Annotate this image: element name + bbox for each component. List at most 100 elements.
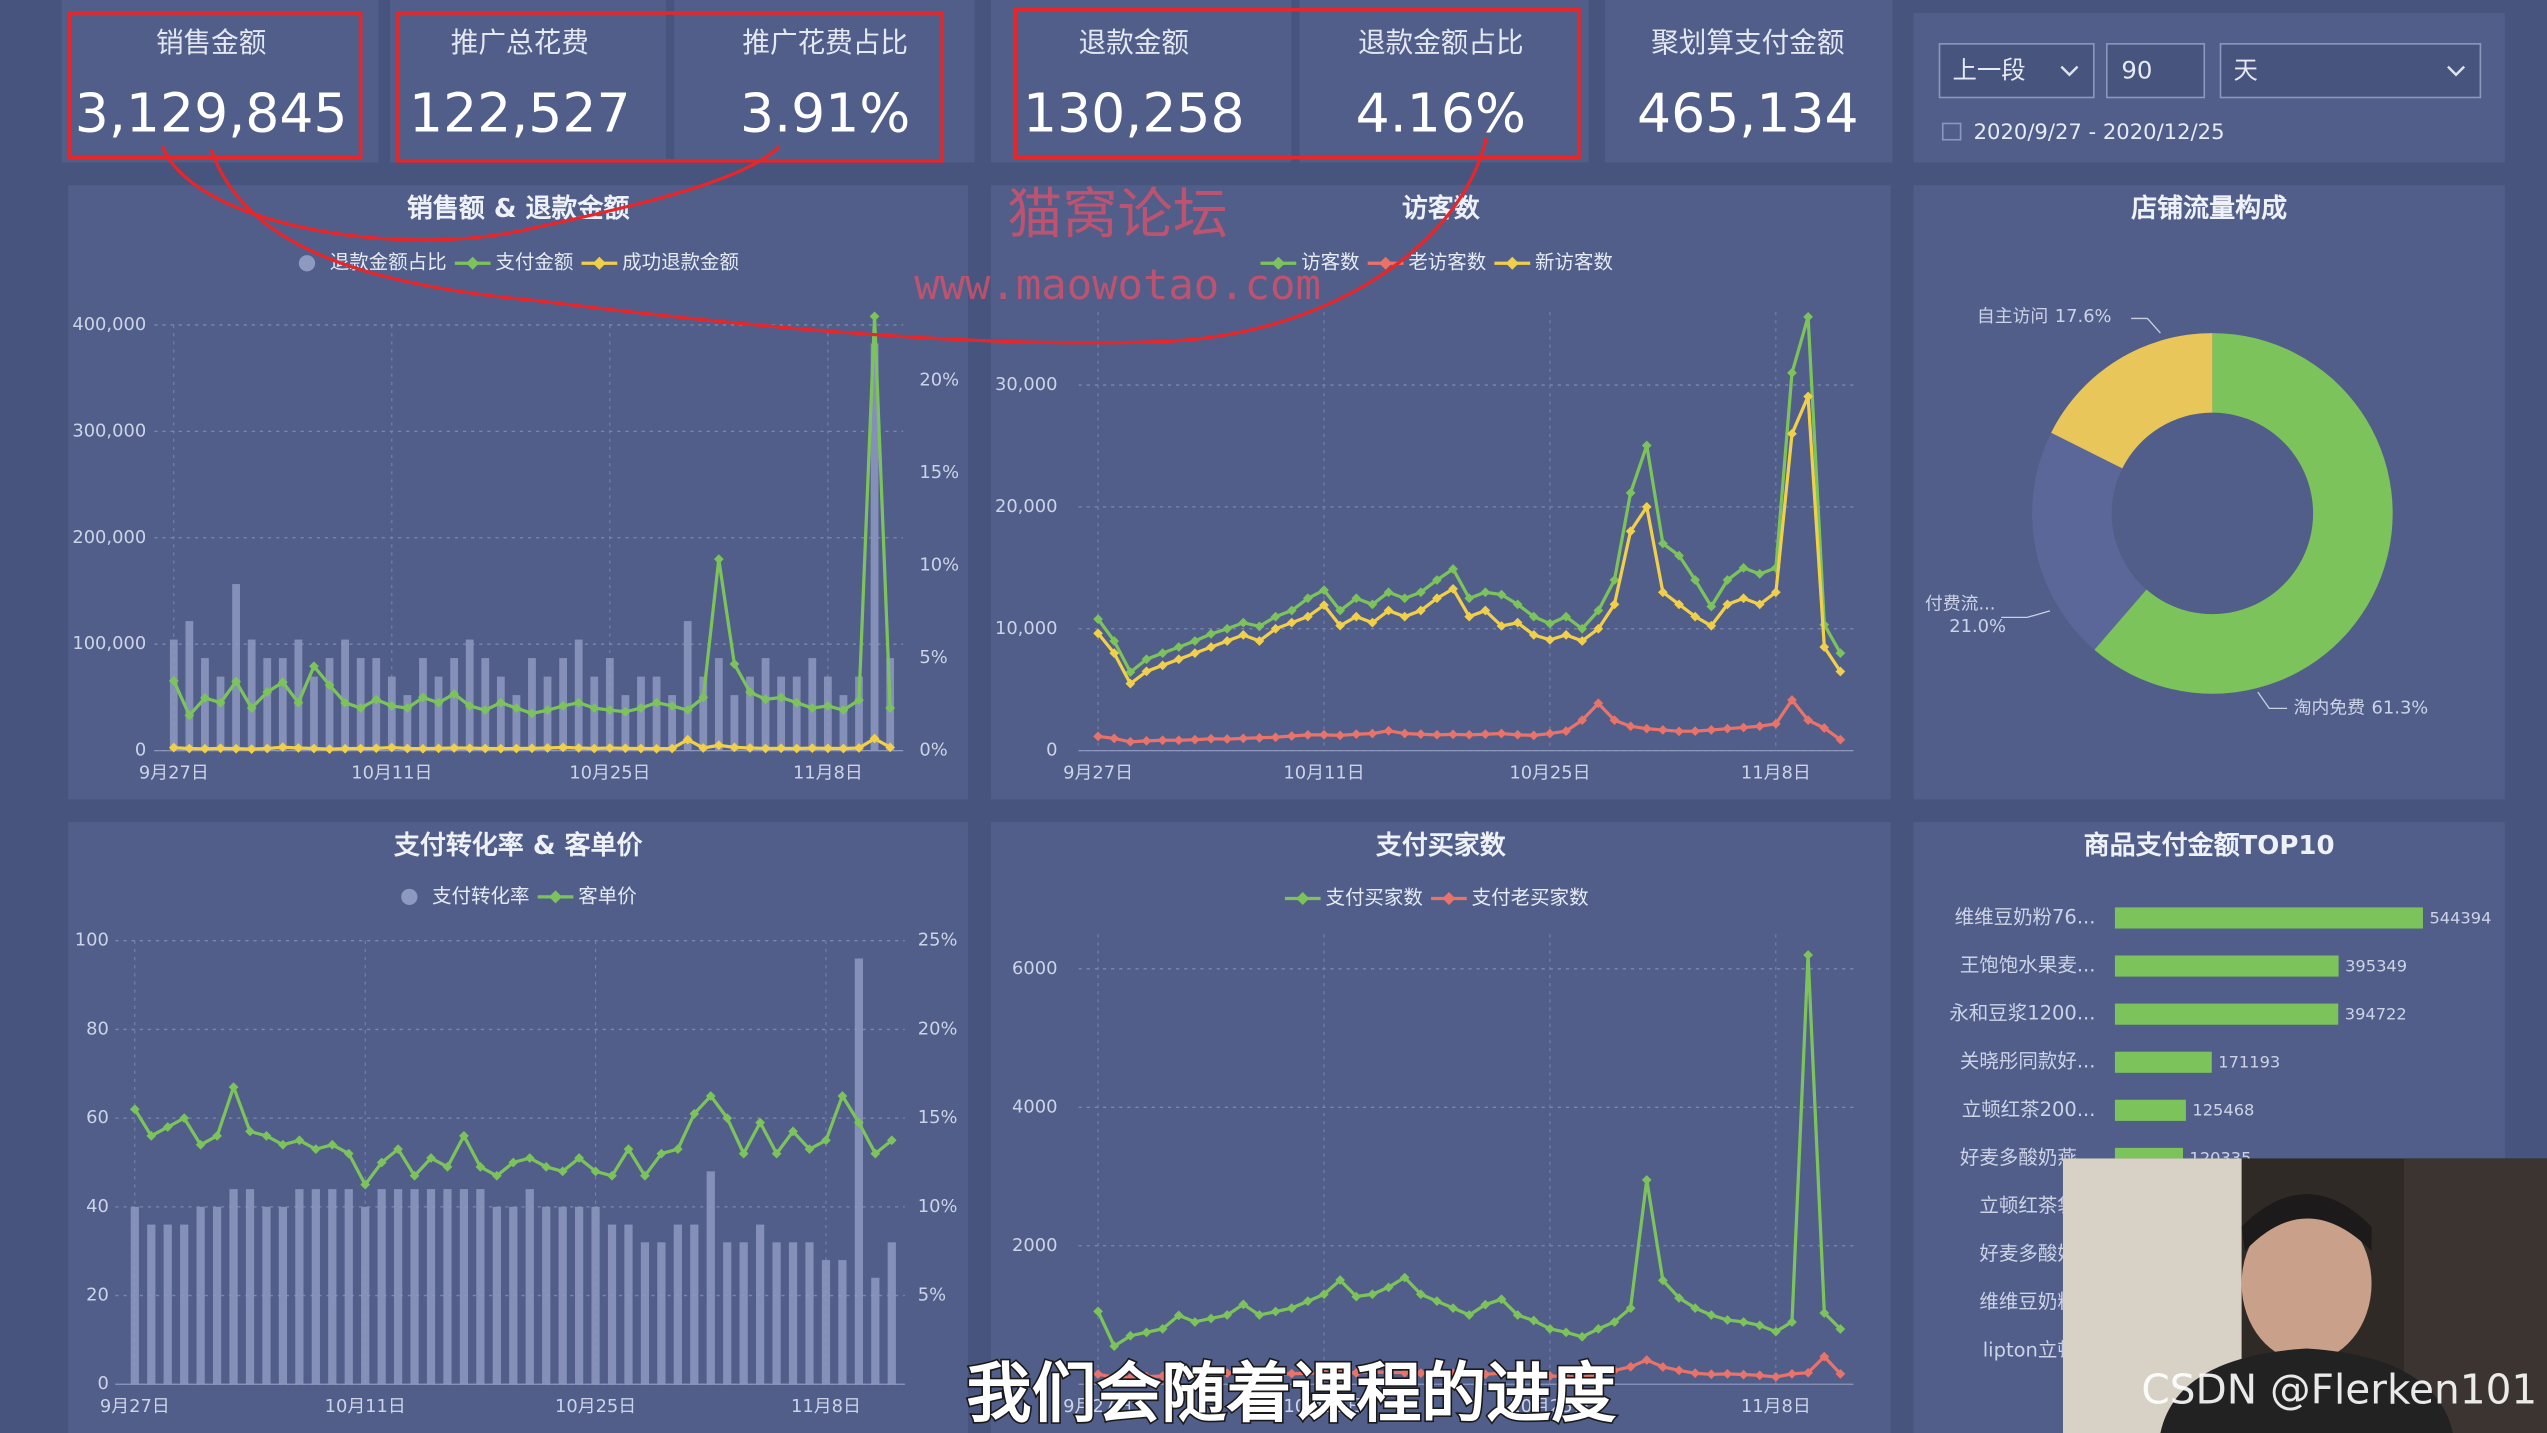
- bar: [2114, 1051, 2212, 1073]
- chart-title: 支付买家数: [1376, 830, 1507, 861]
- point: [231, 676, 241, 687]
- calendar-icon: [1941, 122, 1962, 141]
- point: [1302, 593, 1313, 604]
- point: [1351, 1367, 1362, 1378]
- unit-select[interactable]: 天: [2219, 43, 2482, 99]
- chart-title: 店铺流量构成: [2131, 194, 2287, 224]
- bar: [310, 676, 318, 751]
- point: [200, 693, 210, 703]
- legend-label: 老访客数: [1408, 251, 1486, 274]
- value-label: 544394: [2429, 908, 2491, 927]
- kpi-value: 122,527: [409, 82, 631, 145]
- kpis: 销售金额 3,129,845 推广总花费 122,527 推广花费占比 3.91…: [75, 26, 1859, 145]
- point: [1770, 1326, 1781, 1337]
- point: [656, 1148, 667, 1159]
- point: [1302, 730, 1313, 740]
- point: [261, 1130, 272, 1141]
- point: [1561, 726, 1571, 736]
- bar: [871, 1277, 880, 1385]
- point: [1383, 605, 1394, 616]
- point: [1157, 735, 1168, 746]
- point: [1415, 605, 1426, 616]
- slice-label: 付费流... 21.0%: [1925, 593, 2006, 637]
- y2-tick-label: 25%: [918, 930, 958, 951]
- webcam-background: [2404, 1158, 2547, 1433]
- y-tick-label: 200,000: [72, 527, 146, 548]
- point: [1448, 729, 1458, 740]
- bar: [637, 676, 645, 751]
- bar: [591, 1206, 600, 1385]
- chart-panel: [1913, 185, 2505, 800]
- x-tick-label: 9月27日: [1063, 1396, 1133, 1417]
- category-label: 立顿红茶200...: [1962, 1098, 2096, 1121]
- point: [1690, 1303, 1701, 1313]
- point: [1109, 1341, 1120, 1351]
- point: [1674, 550, 1684, 561]
- legend-label: 退款金额占比: [330, 251, 447, 274]
- bar: [2114, 1003, 2339, 1025]
- point: [1464, 611, 1475, 622]
- period-select[interactable]: 上一段: [1938, 43, 2095, 99]
- point: [1528, 1315, 1539, 1326]
- point: [1593, 623, 1604, 634]
- point: [1512, 617, 1523, 628]
- point: [449, 743, 459, 753]
- bar: [492, 1206, 501, 1385]
- point: [1625, 1361, 1636, 1372]
- point: [651, 743, 662, 754]
- bar: [640, 1242, 650, 1385]
- point: [1464, 1368, 1475, 1379]
- point: [1448, 564, 1458, 574]
- input-text[interactable]: 90: [2121, 55, 2152, 84]
- slice-name: 自主访问: [1977, 306, 2048, 327]
- point: [442, 1162, 453, 1172]
- x-tick-label: 10月25日: [1509, 1396, 1590, 1417]
- point: [1173, 735, 1184, 746]
- bar: [528, 658, 536, 751]
- point: [1383, 1367, 1394, 1378]
- donut-slice: [2094, 333, 2393, 694]
- bar: [525, 1189, 534, 1385]
- select-text[interactable]: 天: [2233, 55, 2257, 84]
- point: [1803, 311, 1814, 322]
- category-label: 王饱饱水果麦...: [1960, 954, 2095, 977]
- point: [672, 1144, 683, 1155]
- point: [475, 1162, 486, 1172]
- point: [1819, 1308, 1830, 1318]
- bar: [163, 1224, 172, 1385]
- y-tick-label: 0: [135, 740, 146, 761]
- legend-label: 支付买家数: [1325, 886, 1422, 909]
- x-tick-label: 10月11日: [1283, 762, 1364, 783]
- point: [1835, 1324, 1846, 1334]
- point: [885, 703, 896, 713]
- bar: [278, 1206, 288, 1385]
- select-box[interactable]: [2219, 43, 2482, 99]
- bar: [706, 1171, 715, 1385]
- webcam-face: [2241, 1205, 2372, 1362]
- value-label: 395349: [2345, 956, 2407, 975]
- bar: [673, 1224, 682, 1385]
- chart-title: 访客数: [1402, 193, 1481, 224]
- annotation-curve: [160, 145, 781, 242]
- bar: [169, 639, 178, 751]
- select-text[interactable]: 上一段: [1952, 55, 2025, 84]
- webcam-hair: [2241, 1194, 2372, 1252]
- y-tick-label: 40: [86, 1196, 109, 1217]
- bar: [434, 676, 443, 751]
- point: [418, 743, 428, 754]
- select-box[interactable]: [1938, 43, 2095, 99]
- point: [853, 1117, 864, 1128]
- point: [1561, 1371, 1571, 1382]
- x-tick-label: 9月27日: [1063, 762, 1133, 783]
- point: [1383, 587, 1394, 598]
- point: [542, 743, 553, 753]
- point: [1125, 1373, 1136, 1383]
- point: [1173, 654, 1184, 665]
- input-box[interactable]: [2105, 43, 2206, 99]
- count-input[interactable]: 90: [2105, 43, 2206, 99]
- point: [1480, 605, 1491, 616]
- chevron: [2447, 65, 2466, 77]
- point: [651, 697, 662, 708]
- bar: [756, 1224, 765, 1385]
- bar: [262, 1206, 271, 1385]
